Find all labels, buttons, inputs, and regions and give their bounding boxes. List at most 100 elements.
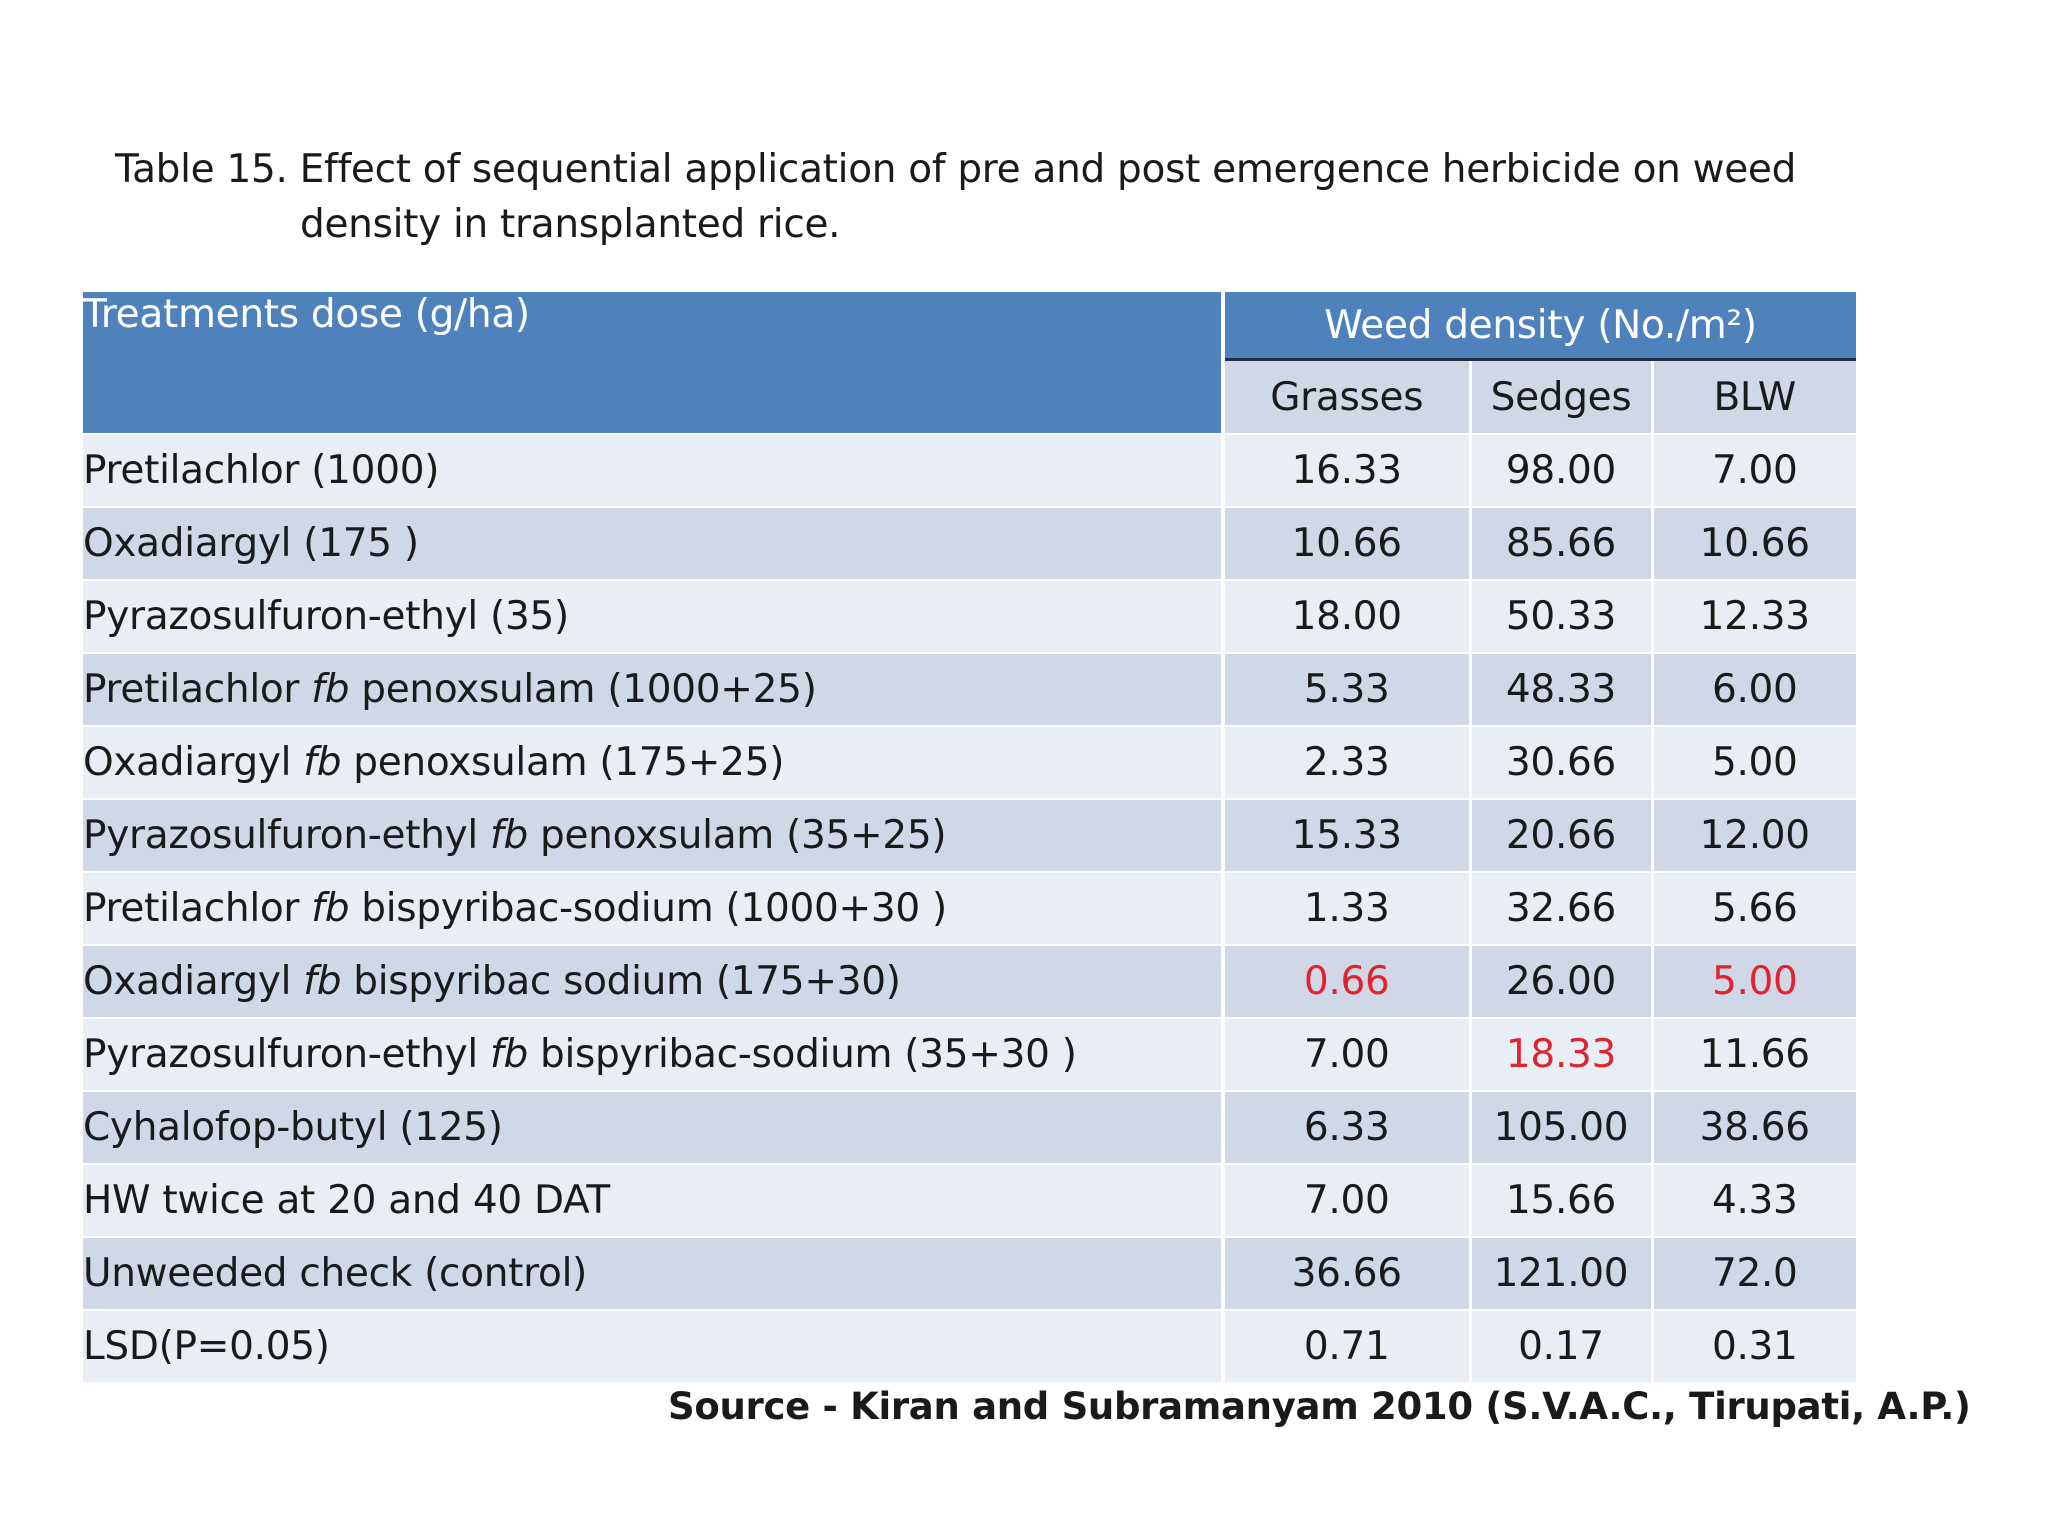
table-row: HW twice at 20 and 40 DAT 7.00 15.66 4.3… <box>83 1163 1857 1237</box>
table-row: Pyrazosulfuron-ethyl fb penoxsulam (35+2… <box>83 798 1857 872</box>
treatment-cell: Pyrazosulfuron-ethyl fb bispyribac-sodiu… <box>83 1017 1223 1091</box>
fb-label: fb <box>311 667 350 712</box>
table-row: Pyrazosulfuron-ethyl fb bispyribac-sodiu… <box>83 1017 1857 1091</box>
treatment-pre: Pyrazosulfuron-ethyl <box>83 813 491 858</box>
treatment-cell: Pyrazosulfuron-ethyl fb penoxsulam (35+2… <box>83 798 1223 872</box>
grasses-cell: 10.66 <box>1221 506 1470 580</box>
treatment-cell: Pretilachlor fb bispyribac-sodium (1000+… <box>83 871 1223 945</box>
grasses-cell: 18.00 <box>1221 579 1470 653</box>
sedges-cell: 20.66 <box>1468 798 1652 872</box>
sedges-cell: 98.00 <box>1468 433 1652 507</box>
table-row: Pretilachlor fb bispyribac-sodium (1000+… <box>83 871 1857 945</box>
blw-cell-highlighted: 5.00 <box>1650 944 1857 1018</box>
blw-cell: 12.33 <box>1650 579 1857 653</box>
grasses-cell: 6.33 <box>1221 1090 1470 1164</box>
sedges-cell: 50.33 <box>1468 579 1652 653</box>
blw-cell: 0.31 <box>1650 1309 1857 1382</box>
treatment-text: HW twice at 20 and 40 DAT <box>83 1178 610 1223</box>
table-row: Oxadiargyl (175 ) 10.66 85.66 10.66 <box>83 506 1857 580</box>
treatment-cell: Pyrazosulfuron-ethyl (35) <box>83 579 1223 653</box>
treatment-pre: Pretilachlor <box>83 667 312 712</box>
treatment-text: Cyhalofop-butyl (125) <box>83 1105 503 1150</box>
treatment-cell: Oxadiargyl fb penoxsulam (175+25) <box>83 725 1223 799</box>
blw-header: BLW <box>1650 359 1857 434</box>
blw-cell: 5.00 <box>1650 725 1857 799</box>
treatment-cell: HW twice at 20 and 40 DAT <box>83 1163 1223 1237</box>
blw-cell: 5.66 <box>1650 871 1857 945</box>
sedges-cell-highlighted: 18.33 <box>1468 1017 1652 1091</box>
table-row: Cyhalofop-butyl (125) 6.33 105.00 38.66 <box>83 1090 1857 1164</box>
treatment-post: bispyribac-sodium (35+30 ) <box>527 1032 1077 1077</box>
grasses-header: Grasses <box>1221 359 1470 434</box>
treatment-text: Unweeded check (control) <box>83 1251 588 1296</box>
sedges-cell: 32.66 <box>1468 871 1652 945</box>
grasses-cell: 16.33 <box>1221 433 1470 507</box>
treatment-cell: Pretilachlor fb penoxsulam (1000+25) <box>83 652 1223 726</box>
blw-cell: 4.33 <box>1650 1163 1857 1237</box>
treatment-text: Pretilachlor (1000) <box>83 448 440 493</box>
sedges-cell: 15.66 <box>1468 1163 1652 1237</box>
blw-cell: 72.0 <box>1650 1236 1857 1310</box>
grasses-cell: 36.66 <box>1221 1236 1470 1310</box>
sedges-cell: 48.33 <box>1468 652 1652 726</box>
treatment-pre: Oxadiargyl <box>83 959 304 1004</box>
treatment-pre: Oxadiargyl <box>83 740 304 785</box>
treatment-post: bispyribac sodium (175+30) <box>341 959 901 1004</box>
grasses-cell: 0.71 <box>1221 1309 1470 1382</box>
treatment-cell: Oxadiargyl (175 ) <box>83 506 1223 580</box>
table-row: Oxadiargyl fb penoxsulam (175+25) 2.33 3… <box>83 725 1857 799</box>
blw-cell: 11.66 <box>1650 1017 1857 1091</box>
fb-label: fb <box>311 886 350 931</box>
table-caption: Table 15. Effect of sequential applicati… <box>115 142 1815 252</box>
fb-label: fb <box>490 813 528 858</box>
grasses-cell: 7.00 <box>1221 1017 1470 1091</box>
table-row: LSD(P=0.05) 0.71 0.17 0.31 <box>83 1309 1857 1382</box>
blw-cell: 6.00 <box>1650 652 1857 726</box>
treatment-cell: Pretilachlor (1000) <box>83 433 1223 507</box>
treatment-post: penoxsulam (1000+25) <box>349 667 817 712</box>
blw-cell: 10.66 <box>1650 506 1857 580</box>
treatment-text: LSD(P=0.05) <box>83 1324 330 1369</box>
grasses-cell: 5.33 <box>1221 652 1470 726</box>
sedges-cell: 26.00 <box>1468 944 1652 1018</box>
treatment-cell: Unweeded check (control) <box>83 1236 1223 1310</box>
treatment-post: bispyribac-sodium (1000+30 ) <box>349 886 947 931</box>
fb-label: fb <box>303 959 342 1004</box>
treatment-cell: Cyhalofop-butyl (125) <box>83 1090 1223 1164</box>
caption-line-1: Table 15. Effect of sequential applicati… <box>115 147 1797 192</box>
grasses-cell: 1.33 <box>1221 871 1470 945</box>
sedges-cell: 0.17 <box>1468 1309 1652 1382</box>
grasses-cell: 15.33 <box>1221 798 1470 872</box>
treatment-text: Pyrazosulfuron-ethyl (35) <box>83 594 569 639</box>
sedges-header: Sedges <box>1468 359 1652 434</box>
blw-cell: 12.00 <box>1650 798 1857 872</box>
table-row: Oxadiargyl fb bispyribac sodium (175+30)… <box>83 944 1857 1018</box>
table-row: Pretilachlor (1000) 16.33 98.00 7.00 <box>83 433 1857 507</box>
weed-density-header: Weed density (No./m²) <box>1223 292 1857 361</box>
treatment-post: penoxsulam (175+25) <box>341 740 785 785</box>
sedges-cell: 85.66 <box>1468 506 1652 580</box>
blw-cell: 7.00 <box>1650 433 1857 507</box>
grasses-cell: 2.33 <box>1221 725 1470 799</box>
sedges-cell: 105.00 <box>1468 1090 1652 1164</box>
treatment-cell: LSD(P=0.05) <box>83 1309 1223 1382</box>
grasses-cell-highlighted: 0.66 <box>1221 944 1470 1018</box>
sedges-cell: 121.00 <box>1468 1236 1652 1310</box>
table-row: Unweeded check (control) 36.66 121.00 72… <box>83 1236 1857 1310</box>
treatment-post: penoxsulam (35+25) <box>527 813 947 858</box>
grasses-cell: 7.00 <box>1221 1163 1470 1237</box>
treatment-pre: Pyrazosulfuron-ethyl <box>83 1032 491 1077</box>
treatment-text: Oxadiargyl (175 ) <box>83 521 419 566</box>
caption-line-2: density in transplanted rice. <box>300 202 841 247</box>
treatments-header: Treatments dose (g/ha) <box>83 292 1225 434</box>
treatment-cell: Oxadiargyl fb bispyribac sodium (175+30) <box>83 944 1223 1018</box>
sedges-cell: 30.66 <box>1468 725 1652 799</box>
weed-density-table: Treatments dose (g/ha) Weed density (No.… <box>83 292 1857 1382</box>
source-citation: Source - Kiran and Subramanyam 2010 (S.V… <box>668 1385 1971 1428</box>
fb-label: fb <box>303 740 342 785</box>
treatment-pre: Pretilachlor <box>83 886 312 931</box>
blw-cell: 38.66 <box>1650 1090 1857 1164</box>
table-row: Pyrazosulfuron-ethyl (35) 18.00 50.33 12… <box>83 579 1857 653</box>
fb-label: fb <box>490 1032 528 1077</box>
table-row: Pretilachlor fb penoxsulam (1000+25) 5.3… <box>83 652 1857 726</box>
